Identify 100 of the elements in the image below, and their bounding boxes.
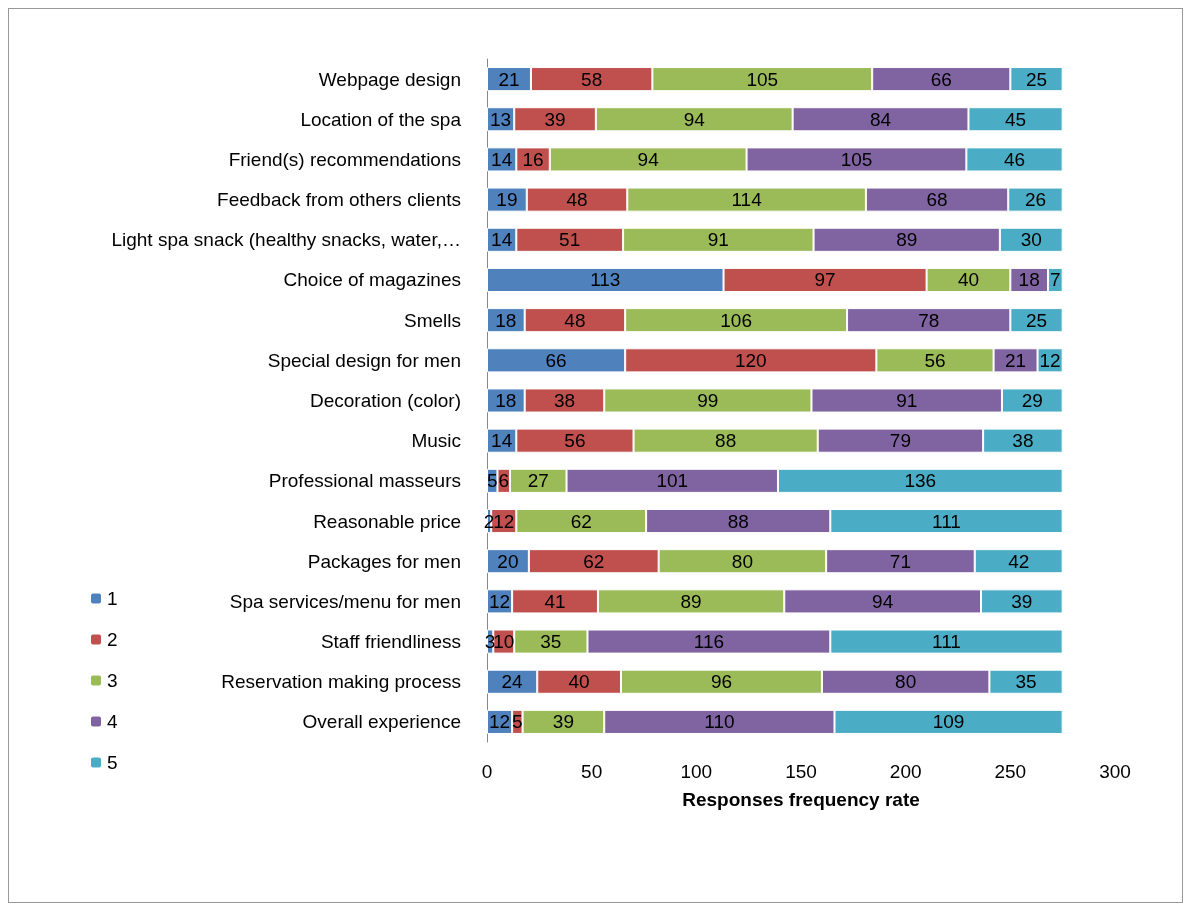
x-axis-title: Responses frequency rate (682, 789, 920, 810)
y-tick-label: Light spa snack (healthy snacks, water,… (111, 229, 461, 251)
data-label: 40 (568, 671, 590, 693)
data-label: 38 (1012, 430, 1034, 452)
y-tick-label: Staff friendliness (320, 631, 461, 653)
x-tick-label: 100 (680, 761, 713, 782)
data-label: 7 (1050, 269, 1061, 291)
data-label: 66 (545, 349, 567, 371)
y-tick-label: Reservation making process (221, 671, 461, 693)
data-label: 6 (498, 470, 510, 492)
y-tick-label: Special design for men (267, 349, 461, 371)
data-label: 62 (583, 550, 605, 572)
data-label: 136 (904, 470, 937, 492)
data-label: 12 (488, 711, 511, 733)
data-label: 109 (932, 711, 965, 733)
y-tick-label: Reasonable price (313, 510, 461, 532)
data-label: 5 (512, 711, 523, 733)
data-label: 94 (683, 108, 706, 130)
data-label: 89 (680, 590, 702, 612)
data-label: 79 (889, 430, 911, 452)
data-label: 18 (495, 309, 517, 331)
data-label: 56 (564, 430, 586, 452)
data-label: 40 (957, 269, 980, 291)
data-label: 13 (490, 108, 512, 130)
data-label: 18 (1018, 269, 1040, 291)
data-label: 111 (932, 631, 961, 653)
x-tick-label: 50 (581, 761, 603, 782)
data-label: 58 (581, 68, 603, 90)
data-label: 12 (1039, 349, 1061, 371)
data-label: 14 (491, 430, 513, 452)
data-label: 14 (491, 229, 513, 251)
data-label: 48 (566, 189, 588, 211)
data-label: 39 (544, 108, 566, 130)
data-label: 80 (895, 671, 917, 693)
data-label: 27 (527, 470, 549, 492)
data-label: 14 (491, 148, 513, 170)
data-label: 99 (697, 390, 719, 411)
data-label: 45 (1005, 108, 1027, 130)
data-label: 39 (552, 711, 574, 733)
legend-label: 3 (107, 670, 118, 691)
data-label: 97 (814, 269, 836, 291)
data-label: 20 (497, 550, 519, 572)
data-label: 88 (715, 430, 737, 452)
data-label: 46 (1003, 148, 1026, 170)
data-label: 113 (590, 269, 621, 291)
data-label: 19 (496, 189, 518, 211)
data-label: 91 (707, 229, 729, 251)
y-tick-label: Spa services/menu for men (229, 590, 461, 612)
data-label: 56 (924, 349, 946, 371)
data-label: 16 (522, 148, 544, 170)
data-label: 25 (1025, 309, 1048, 331)
data-label: 111 (932, 510, 961, 532)
y-tick-label: Decoration (color) (310, 390, 461, 411)
legend-label: 2 (107, 629, 118, 650)
data-label: 96 (710, 671, 733, 693)
data-label: 105 (746, 68, 779, 90)
data-label: 114 (731, 189, 763, 211)
y-tick-label: Overall experience (302, 711, 461, 733)
data-label: 25 (1025, 68, 1048, 90)
data-label: 71 (889, 550, 911, 572)
data-label: 94 (637, 148, 660, 170)
data-label: 35 (1015, 671, 1037, 693)
data-label: 110 (704, 711, 735, 733)
data-label: 41 (544, 590, 566, 612)
data-label: 26 (1024, 189, 1047, 211)
data-label: 35 (540, 631, 562, 653)
data-label: 68 (926, 189, 948, 211)
y-tick-label: Location of the spa (300, 108, 462, 130)
data-label: 5 (486, 470, 498, 492)
data-label: 30 (1020, 229, 1042, 251)
data-label: 42 (1008, 550, 1030, 572)
data-label: 62 (570, 510, 592, 532)
data-label: 106 (720, 309, 752, 331)
data-label: 48 (564, 309, 586, 331)
data-label: 21 (498, 68, 520, 90)
data-label: 88 (727, 510, 749, 532)
data-label: 24 (501, 671, 524, 693)
x-tick-label: 150 (785, 761, 817, 782)
x-tick-label: 0 (481, 761, 493, 782)
data-label: 51 (559, 229, 581, 251)
data-label: 89 (896, 229, 918, 251)
legend-label: 4 (107, 711, 118, 732)
data-label: 80 (731, 550, 753, 572)
y-tick-label: Feedback from others clients (217, 189, 461, 211)
data-label: 84 (869, 108, 892, 130)
legend-label: 1 (107, 588, 118, 609)
y-tick-label: Music (411, 430, 461, 452)
data-label: 91 (896, 390, 918, 411)
y-tick-label: Smells (403, 309, 461, 331)
data-label: 105 (840, 148, 873, 170)
data-label: 101 (656, 470, 689, 492)
data-label: 78 (918, 309, 940, 331)
data-label: 120 (734, 349, 767, 371)
x-tick-label: 300 (1099, 761, 1131, 782)
data-label: 12 (488, 590, 511, 612)
legend-label: 5 (107, 752, 118, 773)
data-label: 12 (493, 510, 515, 532)
y-tick-label: Professional masseurs (268, 470, 461, 492)
data-label: 18 (495, 390, 517, 411)
y-tick-label: Choice of magazines (283, 269, 461, 291)
